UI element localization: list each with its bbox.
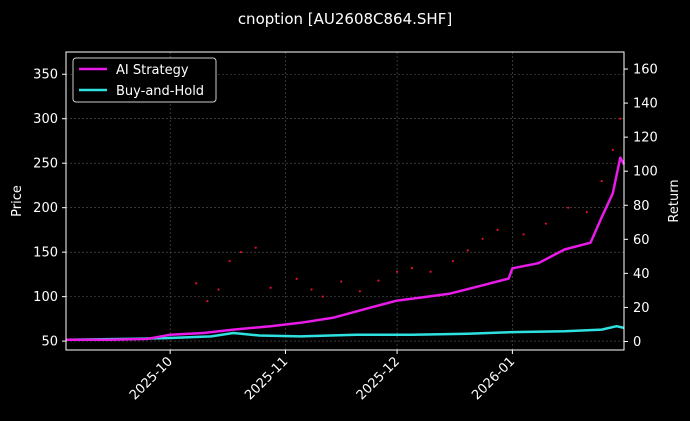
y2-tick-label: 100 [633, 165, 658, 180]
x-axis: 2025-10 2025-11 2025-12 2026-01 [127, 350, 518, 403]
price-point [611, 148, 614, 151]
y-tick-label: 250 [33, 157, 58, 172]
left-axis: 50 100 150 200 250 300 350 [33, 68, 66, 350]
chart-title: cnoption [AU2608C864.SHF] [238, 10, 452, 28]
y2-tick-label: 20 [633, 301, 650, 316]
price-point [522, 233, 525, 236]
price-point [429, 270, 432, 273]
x-tick-label: 2025-10 [127, 354, 176, 403]
y-tick-label: 350 [33, 68, 58, 83]
price-point [321, 295, 324, 298]
price-point [358, 290, 361, 293]
legend-label-ai-strategy: AI Strategy [116, 63, 189, 78]
price-series [195, 117, 622, 303]
price-point [567, 206, 570, 209]
price-point [481, 237, 484, 240]
legend: AI Strategy Buy-and-Hold [72, 57, 217, 103]
y2-tick-label: 120 [633, 131, 658, 146]
price-point [239, 251, 242, 254]
price-point [496, 228, 499, 232]
x-tick-label: 2025-12 [354, 354, 403, 403]
y2-tick-label: 60 [633, 233, 650, 248]
y-tick-label: 200 [33, 201, 58, 216]
right-axis: 0 20 40 60 80 100 120 140 160 [624, 63, 658, 350]
x-tick-label: 2025-11 [242, 354, 291, 403]
price-point [340, 280, 343, 283]
y-tick-label: 150 [33, 246, 58, 261]
y2-tick-label: 160 [633, 63, 658, 78]
series-line-buy-and-hold [65, 324, 625, 342]
legend-box [72, 57, 217, 103]
price-point [228, 259, 231, 263]
price-point [395, 270, 399, 273]
series-lines [65, 156, 626, 342]
y-tick-label: 50 [41, 335, 58, 350]
legend-label-buy-and-hold: Buy-and-Hold [116, 84, 204, 99]
x-tick-label: 2026-01 [469, 354, 518, 403]
price-point [217, 288, 220, 291]
price-point [269, 286, 272, 289]
y2-axis-label: Return [667, 179, 682, 222]
y2-tick-label: 40 [633, 267, 650, 282]
price-point [466, 249, 469, 252]
price-point [295, 277, 298, 280]
series-line-ai-strategy [66, 156, 626, 342]
price-point [377, 279, 380, 282]
price-point [544, 222, 547, 225]
y-tick-label: 100 [33, 290, 58, 305]
y2-tick-label: 0 [633, 335, 641, 350]
price-point [585, 211, 588, 214]
y2-tick-label: 80 [633, 199, 650, 214]
y-tick-label: 300 [33, 112, 58, 127]
y2-tick-label: 140 [633, 97, 658, 112]
price-point [206, 299, 209, 303]
price-point [410, 267, 414, 270]
price-point [254, 246, 257, 249]
price-point [451, 259, 454, 263]
y-axis-label: Price [10, 185, 25, 217]
price-point [310, 288, 313, 291]
price-point [600, 179, 603, 183]
plot-frame [65, 51, 625, 351]
price-point [195, 282, 198, 285]
price-point [619, 117, 622, 120]
